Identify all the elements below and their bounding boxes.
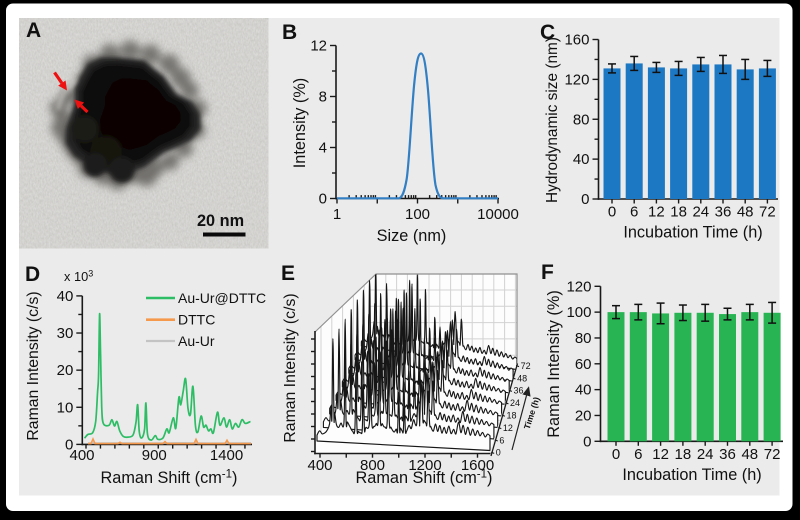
svg-text:Raman Intensity (c/s): Raman Intensity (c/s) xyxy=(25,291,42,440)
svg-text:20 nm: 20 nm xyxy=(197,212,244,230)
svg-text:18: 18 xyxy=(670,204,687,221)
svg-text:Raman Intensity (%): Raman Intensity (%) xyxy=(545,290,563,438)
svg-text:x 103: x 103 xyxy=(64,269,93,285)
svg-text:48: 48 xyxy=(517,373,527,383)
svg-text:E: E xyxy=(281,262,295,285)
svg-text:12: 12 xyxy=(310,38,327,55)
svg-text:40: 40 xyxy=(57,288,74,305)
svg-text:20: 20 xyxy=(57,362,74,379)
svg-text:Raman Shift (cm-1): Raman Shift (cm-1) xyxy=(356,469,493,488)
svg-text:10: 10 xyxy=(57,399,74,416)
svg-text:Raman Shift (cm-1): Raman Shift (cm-1) xyxy=(101,469,238,488)
svg-text:100: 100 xyxy=(566,304,591,321)
svg-text:72: 72 xyxy=(759,204,776,221)
svg-text:160: 160 xyxy=(564,32,589,49)
svg-text:800: 800 xyxy=(360,457,385,474)
svg-text:900: 900 xyxy=(142,447,167,464)
svg-text:F: F xyxy=(541,261,554,284)
svg-text:DTTC: DTTC xyxy=(178,312,215,328)
svg-text:Raman Intensity (c/s): Raman Intensity (c/s) xyxy=(282,293,299,442)
svg-text:40: 40 xyxy=(575,382,592,399)
svg-text:24: 24 xyxy=(697,446,714,463)
svg-text:36: 36 xyxy=(715,204,732,221)
svg-text:60: 60 xyxy=(575,356,592,373)
svg-text:100: 100 xyxy=(405,206,430,223)
svg-text:6: 6 xyxy=(630,204,638,221)
svg-text:12: 12 xyxy=(503,423,513,433)
svg-text:20: 20 xyxy=(575,407,592,424)
svg-text:6: 6 xyxy=(634,446,642,463)
svg-text:72: 72 xyxy=(764,446,781,463)
svg-text:0: 0 xyxy=(612,446,620,463)
svg-text:24: 24 xyxy=(692,204,709,221)
svg-text:Hydrodynamic size (nm): Hydrodynamic size (nm) xyxy=(544,37,561,203)
svg-text:30: 30 xyxy=(57,325,74,342)
svg-text:400: 400 xyxy=(307,457,332,474)
svg-text:Au-Ur@DTTC: Au-Ur@DTTC xyxy=(178,290,266,306)
svg-text:36: 36 xyxy=(514,386,524,396)
svg-text:0: 0 xyxy=(608,204,616,221)
svg-text:0: 0 xyxy=(581,191,589,208)
svg-text:120: 120 xyxy=(564,71,589,88)
svg-text:Intensity (%): Intensity (%) xyxy=(291,78,309,168)
svg-text:80: 80 xyxy=(575,330,592,347)
svg-text:A: A xyxy=(26,19,41,42)
svg-text:48: 48 xyxy=(741,446,758,463)
svg-text:1400: 1400 xyxy=(210,447,243,464)
svg-text:36: 36 xyxy=(719,446,736,463)
svg-text:48: 48 xyxy=(737,204,754,221)
svg-text:4: 4 xyxy=(319,140,327,157)
svg-text:12: 12 xyxy=(652,446,669,463)
svg-text:80: 80 xyxy=(573,111,590,128)
svg-text:1600: 1600 xyxy=(461,457,494,474)
svg-text:0: 0 xyxy=(496,448,501,458)
svg-text:0: 0 xyxy=(65,436,73,453)
svg-text:Au-Ur: Au-Ur xyxy=(178,333,215,349)
svg-text:18: 18 xyxy=(675,446,692,463)
svg-text:10000: 10000 xyxy=(477,206,519,223)
svg-text:Size (nm): Size (nm) xyxy=(377,227,447,245)
svg-text:24: 24 xyxy=(510,398,520,408)
svg-text:B: B xyxy=(282,21,297,44)
svg-text:6: 6 xyxy=(499,435,504,445)
svg-text:1200: 1200 xyxy=(408,457,441,474)
svg-text:0: 0 xyxy=(583,433,591,450)
svg-text:40: 40 xyxy=(573,151,590,168)
svg-text:120: 120 xyxy=(566,278,591,295)
svg-text:400: 400 xyxy=(69,447,94,464)
svg-text:1: 1 xyxy=(333,206,341,223)
svg-text:C: C xyxy=(540,21,555,44)
svg-text:12: 12 xyxy=(648,204,665,221)
svg-text:D: D xyxy=(25,263,40,286)
svg-text:72: 72 xyxy=(521,361,531,371)
svg-text:18: 18 xyxy=(506,411,516,421)
svg-text:8: 8 xyxy=(319,89,327,106)
svg-text:Incubation Time (h): Incubation Time (h) xyxy=(623,224,762,242)
svg-text:Incubation Time (h): Incubation Time (h) xyxy=(622,466,761,484)
svg-text:0: 0 xyxy=(319,191,327,208)
